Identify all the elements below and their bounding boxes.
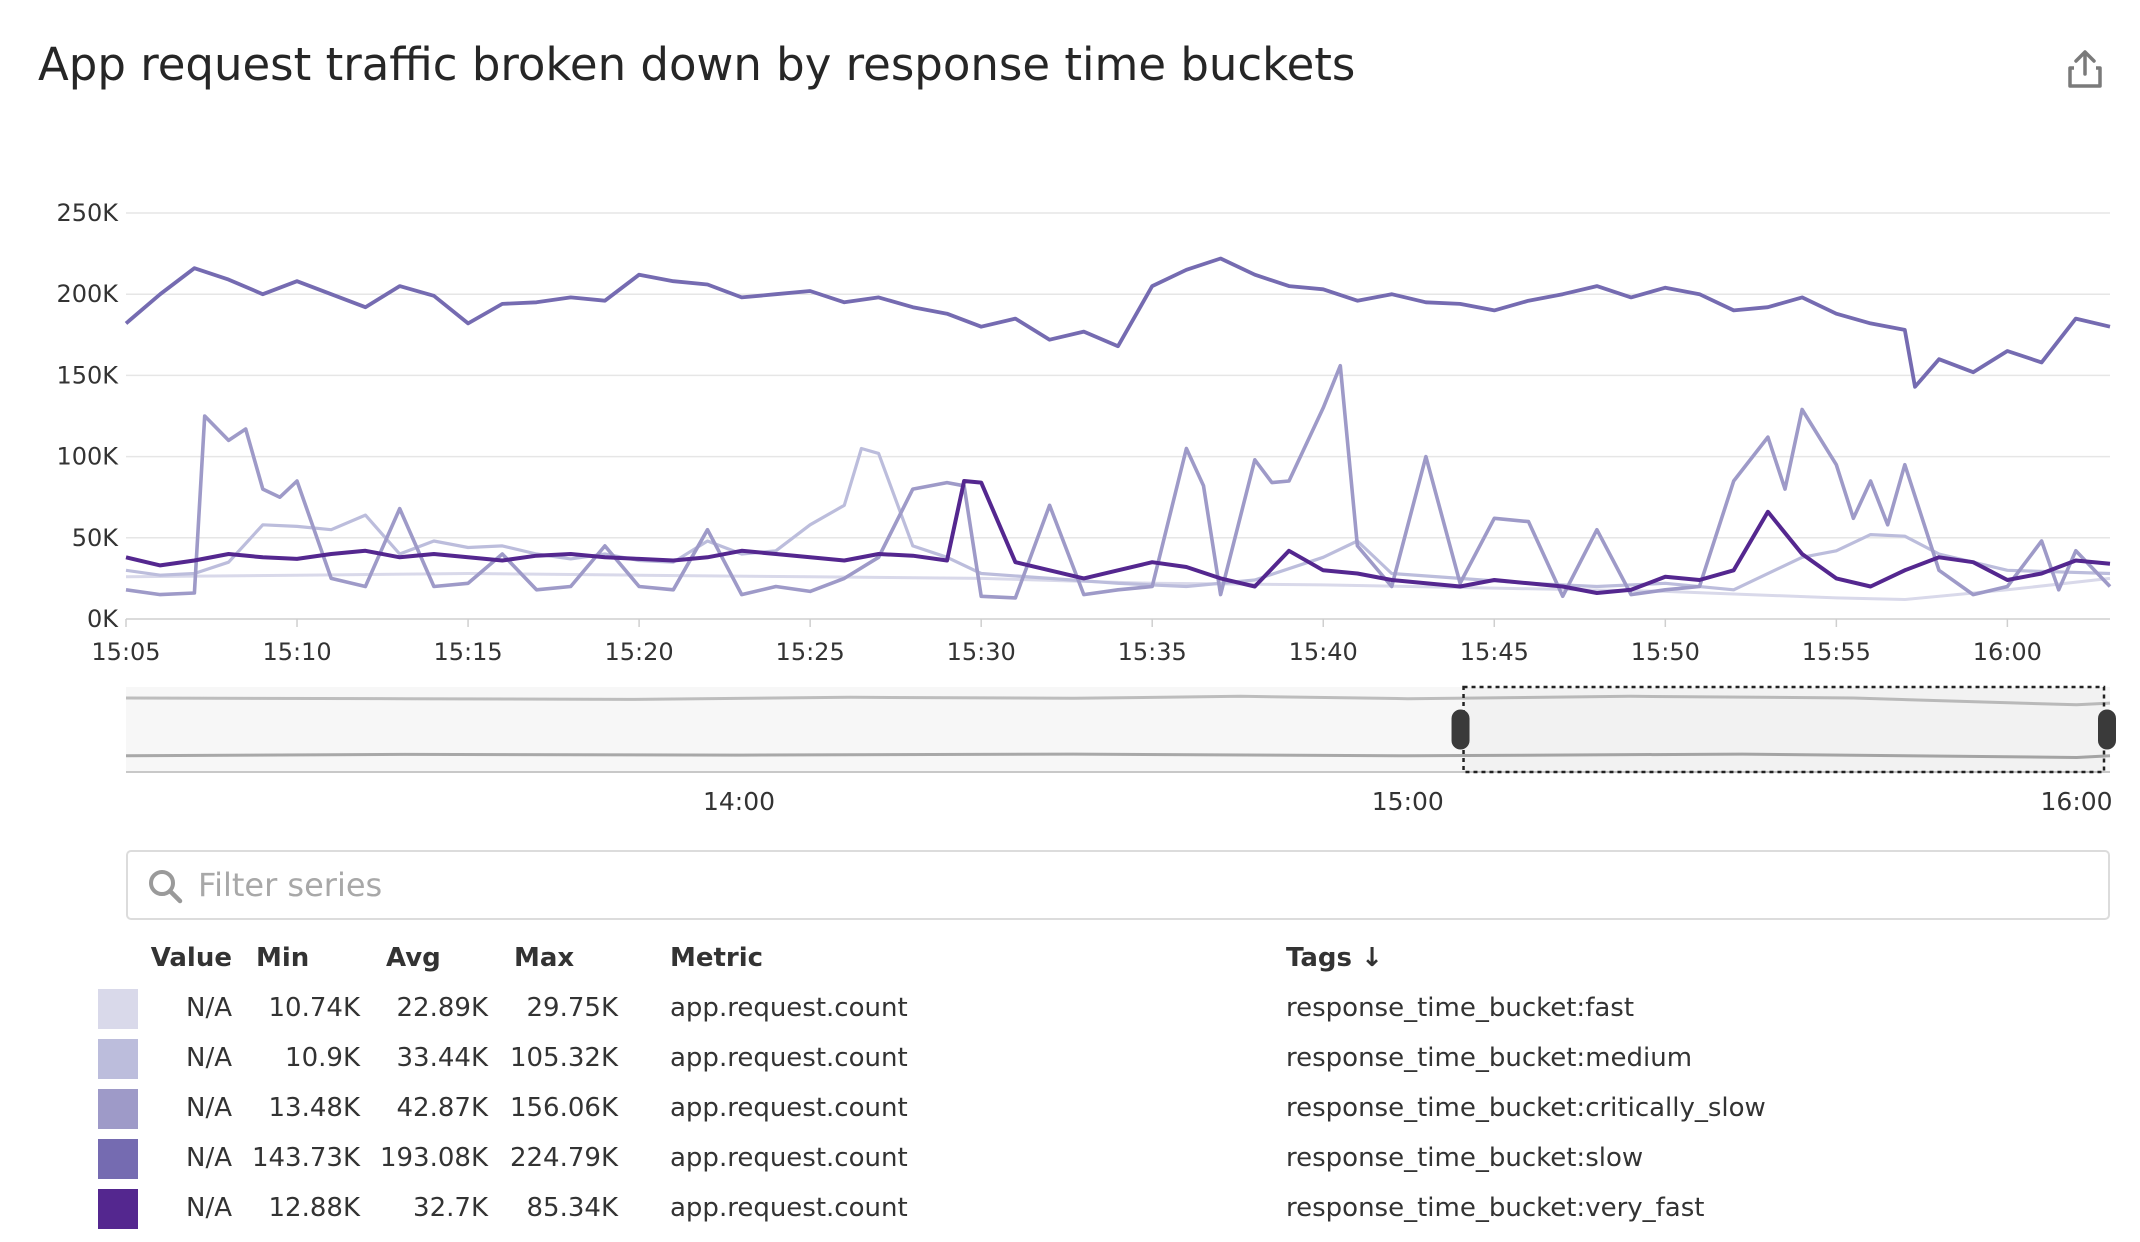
legend-metric: app.request.count: [670, 1193, 908, 1223]
legend-max: 29.75K: [526, 993, 618, 1023]
legend-avg: 32.7K: [413, 1193, 488, 1223]
legend-metric: app.request.count: [670, 1093, 908, 1123]
legend-tags: response_time_bucket:medium: [1286, 1043, 1693, 1073]
legend-avg: 193.08K: [379, 1143, 488, 1173]
navigator-tick-label: 16:00: [2041, 787, 2113, 816]
series-line[interactable]: [125, 572, 2111, 601]
navigator-selection-box[interactable]: [1462, 685, 2106, 774]
navigator-selection: [1451, 685, 2116, 774]
page-title: App request traffic broken down by respo…: [38, 38, 1356, 91]
legend-metric: app.request.count: [670, 993, 908, 1023]
header-tags[interactable]: Tags ↓: [1286, 943, 1383, 973]
legend-min: 143.73K: [251, 1143, 360, 1173]
legend-max: 105.32K: [509, 1043, 618, 1073]
navigator-background: [126, 687, 2110, 772]
legend-row[interactable]: N/A 10.9K 33.44K 105.32K app.request.cou…: [0, 1035, 2140, 1085]
x-tick-label: 15:20: [605, 638, 674, 666]
legend-table: Value Min Avg Max Metric Tags ↓ N/A 10.7…: [0, 935, 2140, 1235]
legend-tags: response_time_bucket:fast: [1286, 993, 1635, 1023]
header-value[interactable]: Value: [150, 943, 232, 973]
chart-series: [124, 256, 2112, 601]
navigator-tick-label: 14:00: [703, 787, 775, 816]
x-tick-label: 15:40: [1289, 638, 1358, 666]
legend-row[interactable]: N/A 13.48K 42.87K 156.06K app.request.co…: [0, 1085, 2140, 1135]
navigator-handle-left[interactable]: [1451, 709, 1470, 750]
x-tick-label: 15:35: [1118, 638, 1187, 666]
legend-value: N/A: [186, 1093, 232, 1123]
x-tick-label: 15:25: [776, 638, 845, 666]
x-tick-label: 15:55: [1802, 638, 1871, 666]
legend-tags: response_time_bucket:slow: [1286, 1143, 1644, 1173]
legend-metric: app.request.count: [670, 1043, 908, 1073]
legend-avg: 42.87K: [396, 1093, 488, 1123]
y-tick-label: 100K: [56, 443, 119, 471]
legend-value: N/A: [186, 1043, 232, 1073]
x-axis-ticks: 15:05 15:10 15:15 15:20 15:25 15:30 15:35 15:40…: [91, 619, 2042, 666]
legend-avg: 22.89K: [396, 993, 488, 1023]
navigator-line: [125, 694, 2111, 707]
export-button[interactable]: [2062, 46, 2108, 92]
series-line[interactable]: [125, 479, 2111, 595]
x-tick-label: 15:10: [262, 638, 331, 666]
legend-min: 12.88K: [268, 1193, 360, 1223]
legend-value: N/A: [186, 1143, 232, 1173]
legend-max: 224.79K: [509, 1143, 618, 1173]
time-navigator[interactable]: 14:00 15:00 16:00: [0, 675, 2140, 820]
legend-row[interactable]: N/A 143.73K 193.08K 224.79K app.request.…: [0, 1135, 2140, 1185]
legend-min: 10.74K: [268, 993, 360, 1023]
legend-min: 13.48K: [268, 1093, 360, 1123]
legend-metric: app.request.count: [670, 1143, 908, 1173]
legend-row[interactable]: N/A 12.88K 32.7K 85.34K app.request.coun…: [0, 1185, 2140, 1235]
x-tick-label: 15:50: [1631, 638, 1700, 666]
y-tick-label: 50K: [72, 524, 120, 552]
series-color-swatch: [98, 1139, 138, 1179]
legend-value: N/A: [186, 1193, 232, 1223]
legend-value: N/A: [186, 993, 232, 1023]
header-metric[interactable]: Metric: [670, 943, 764, 973]
x-tick-label: 16:00: [1973, 638, 2042, 666]
x-tick-label: 15:45: [1460, 638, 1529, 666]
header-max[interactable]: Max: [514, 943, 575, 973]
y-axis-ticks: 0K 50K 100K 150K 200K 250K: [56, 199, 119, 633]
y-tick-label: 150K: [56, 361, 119, 389]
navigator-series: [125, 694, 2111, 760]
series-color-swatch: [98, 1039, 138, 1079]
legend-max: 156.06K: [509, 1093, 618, 1123]
y-tick-label: 250K: [56, 199, 119, 227]
series-color-swatch: [98, 1089, 138, 1129]
legend-tags: response_time_bucket:critically_slow: [1286, 1093, 1766, 1123]
legend-max: 85.34K: [526, 1193, 618, 1223]
search-icon: [149, 870, 183, 904]
share-export-icon: [2068, 50, 2102, 88]
y-tick-label: 0K: [87, 605, 119, 633]
navigator-handle-right[interactable]: [2098, 709, 2116, 750]
navigator-x-ticks: 14:00 15:00 16:00: [703, 787, 2113, 816]
filter-series-box[interactable]: [126, 850, 2110, 920]
navigator-tick-label: 15:00: [1372, 787, 1444, 816]
series-line[interactable]: [124, 256, 2111, 389]
filter-series-input[interactable]: [198, 860, 2078, 910]
x-tick-label: 15:05: [91, 638, 160, 666]
series-color-swatch: [98, 1189, 138, 1229]
legend-tags: response_time_bucket:very_fast: [1286, 1193, 1705, 1223]
x-tick-label: 15:15: [433, 638, 502, 666]
header-avg[interactable]: Avg: [386, 943, 441, 973]
navigator-line: [125, 752, 2111, 760]
series-line[interactable]: [125, 363, 2112, 600]
legend-row[interactable]: N/A 10.74K 22.89K 29.75K app.request.cou…: [0, 985, 2140, 1035]
chart-gridlines: [126, 212, 2110, 620]
series-color-swatch: [98, 989, 138, 1029]
x-tick-label: 15:30: [947, 638, 1016, 666]
y-tick-label: 200K: [56, 280, 119, 308]
header-min[interactable]: Min: [256, 943, 310, 973]
legend-min: 10.9K: [285, 1043, 360, 1073]
legend-avg: 33.44K: [396, 1043, 488, 1073]
